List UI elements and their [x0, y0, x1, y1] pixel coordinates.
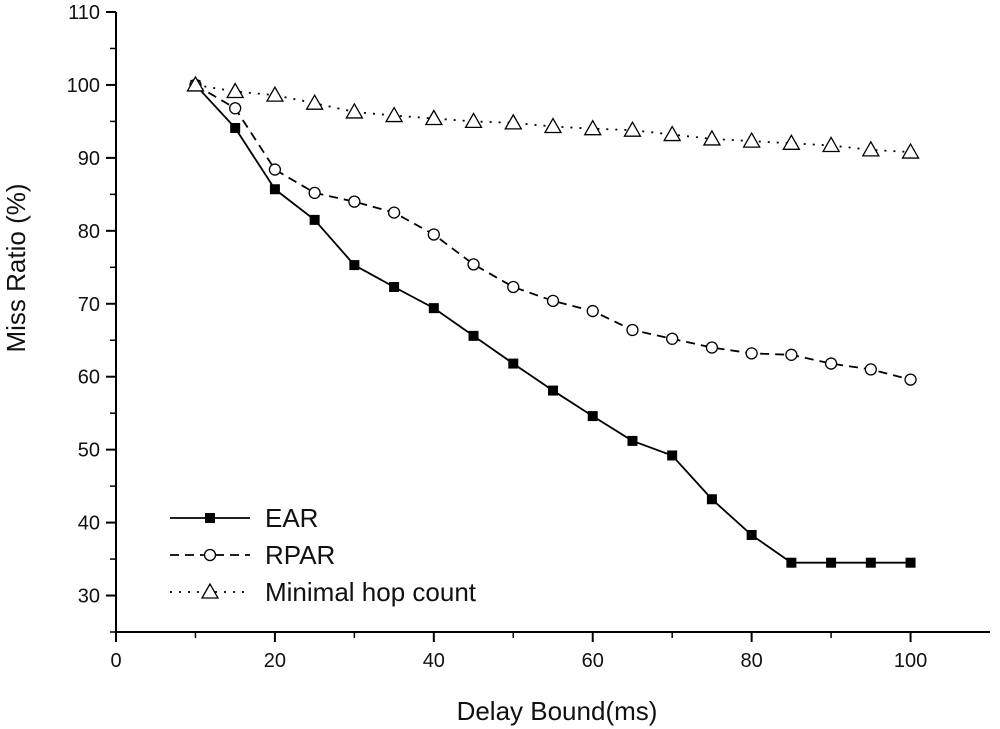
y-tick-label: 60	[78, 367, 100, 389]
data-point	[427, 228, 440, 241]
data-point	[468, 330, 479, 341]
data-point	[623, 120, 642, 137]
data-point	[826, 557, 837, 568]
data-point	[745, 347, 758, 360]
y-tick-label: 80	[78, 221, 100, 243]
y-tick-label: 70	[78, 294, 100, 316]
data-point	[508, 358, 519, 369]
data-point	[904, 373, 917, 386]
data-point	[587, 411, 598, 422]
data-point	[785, 348, 798, 361]
legend-label: Minimal hop count	[265, 577, 477, 607]
data-point	[706, 494, 717, 505]
data-point	[229, 102, 242, 115]
y-tick-label: 30	[78, 586, 100, 608]
y-tick-label: 40	[78, 513, 100, 535]
data-point	[663, 125, 682, 142]
data-point	[821, 136, 841, 153]
data-point	[467, 258, 480, 271]
data-point	[389, 281, 400, 292]
x-tick-label: 60	[582, 650, 604, 672]
data-point	[627, 435, 638, 446]
data-point	[626, 323, 639, 337]
series-line	[194, 84, 911, 564]
y-tick-label: 110	[68, 2, 100, 24]
data-point	[666, 332, 679, 345]
legend-marker	[205, 513, 215, 523]
legend-marker	[203, 548, 217, 562]
data-point	[424, 109, 443, 126]
data-point	[546, 294, 560, 307]
data-point	[349, 260, 360, 271]
data-point	[348, 195, 361, 208]
data-point	[705, 341, 719, 354]
y-axis-title: Miss Ratio (%)	[1, 183, 31, 352]
x-tick-label: 0	[110, 650, 121, 672]
data-point	[387, 206, 401, 219]
x-axis-title: Delay Bound(ms)	[457, 696, 658, 726]
data-point	[226, 82, 245, 99]
x-tick-label: 20	[264, 650, 286, 672]
data-point	[782, 133, 801, 150]
legend-label: EAR	[265, 503, 318, 533]
data-point	[543, 117, 563, 134]
data-point	[230, 122, 241, 133]
data-point	[269, 184, 280, 195]
data-point	[309, 214, 320, 225]
data-point	[504, 113, 523, 130]
x-tick-label: 40	[423, 650, 445, 672]
y-tick-label: 50	[78, 440, 100, 462]
legend: EAR RPAR Minimal hop count	[170, 503, 477, 607]
data-point	[786, 557, 797, 568]
data-point	[507, 280, 520, 294]
data-point	[702, 129, 722, 146]
data-point	[667, 450, 678, 461]
data-point	[345, 102, 364, 119]
series-1	[189, 78, 917, 386]
data-point	[901, 142, 920, 159]
data-point	[384, 106, 404, 123]
data-point	[265, 85, 285, 102]
data-point	[586, 304, 599, 318]
series-0	[190, 79, 916, 568]
x-tick-label: 100	[894, 650, 927, 672]
y-tick-label: 100	[67, 75, 100, 97]
axes: 0 20 40 60 80 100 30 40 50 60 70 80 90 100 110	[67, 2, 990, 672]
data-point	[548, 385, 558, 396]
data-point	[861, 140, 880, 157]
data-point	[583, 119, 602, 136]
legend-label: RPAR	[265, 540, 335, 570]
data-point	[746, 529, 757, 540]
data-point	[186, 75, 205, 92]
data-point	[905, 557, 916, 568]
data-point	[864, 363, 877, 376]
data-point	[428, 303, 439, 314]
data-point	[742, 131, 761, 148]
data-point	[308, 186, 321, 200]
x-tick-label: 80	[741, 650, 763, 672]
data-point	[464, 112, 483, 129]
series-2	[186, 75, 920, 159]
data-point	[268, 163, 282, 176]
legend-marker	[200, 582, 220, 599]
series-layer	[186, 75, 920, 568]
data-point	[824, 357, 838, 370]
data-point	[305, 93, 324, 110]
y-tick-label: 90	[78, 148, 100, 170]
data-point	[865, 557, 876, 568]
